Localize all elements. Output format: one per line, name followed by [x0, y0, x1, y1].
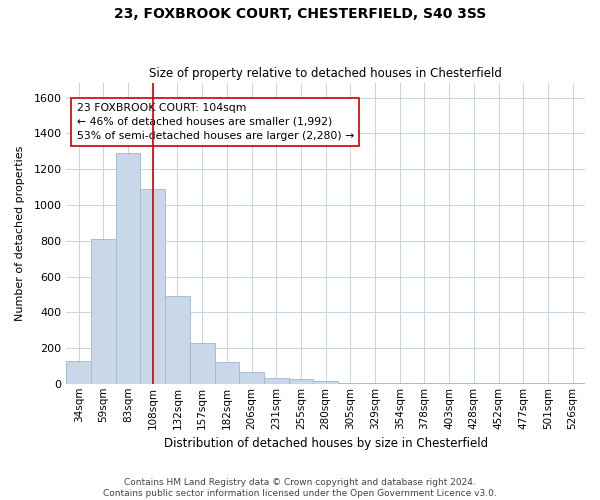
Y-axis label: Number of detached properties: Number of detached properties — [15, 146, 25, 322]
Text: 23 FOXBROOK COURT: 104sqm
← 46% of detached houses are smaller (1,992)
53% of se: 23 FOXBROOK COURT: 104sqm ← 46% of detac… — [77, 103, 354, 141]
Bar — [190, 342, 215, 384]
Bar — [289, 380, 313, 384]
Bar — [239, 372, 264, 384]
Bar — [264, 378, 289, 384]
Bar — [363, 383, 388, 384]
Bar — [140, 189, 165, 384]
Text: Contains HM Land Registry data © Crown copyright and database right 2024.
Contai: Contains HM Land Registry data © Crown c… — [103, 478, 497, 498]
Bar — [67, 360, 91, 384]
Text: 23, FOXBROOK COURT, CHESTERFIELD, S40 3SS: 23, FOXBROOK COURT, CHESTERFIELD, S40 3S… — [114, 8, 486, 22]
Bar — [437, 383, 461, 384]
Bar — [560, 383, 585, 384]
Bar — [215, 362, 239, 384]
Bar — [412, 383, 437, 384]
Bar — [165, 296, 190, 384]
Bar — [91, 239, 116, 384]
Bar — [511, 383, 536, 384]
Bar — [388, 383, 412, 384]
Bar — [313, 381, 338, 384]
Bar — [338, 383, 363, 384]
Bar — [536, 383, 560, 384]
X-axis label: Distribution of detached houses by size in Chesterfield: Distribution of detached houses by size … — [164, 437, 488, 450]
Bar — [461, 383, 486, 384]
Title: Size of property relative to detached houses in Chesterfield: Size of property relative to detached ho… — [149, 66, 502, 80]
Bar — [116, 153, 140, 384]
Bar — [486, 383, 511, 384]
